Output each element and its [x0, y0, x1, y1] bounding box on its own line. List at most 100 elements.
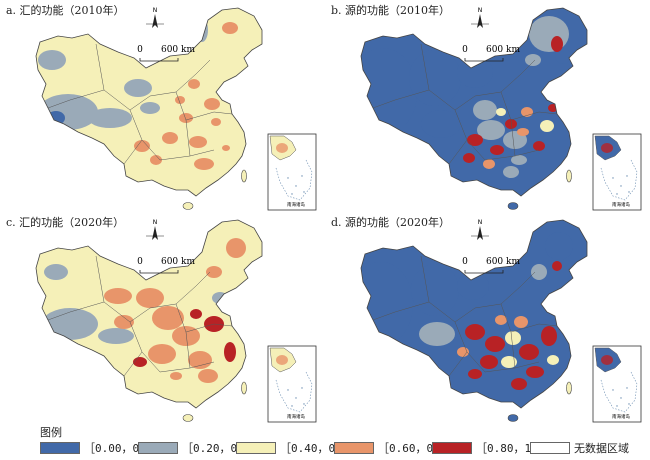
region-patch	[517, 128, 529, 136]
province-boundary	[47, 301, 105, 321]
region-patch	[503, 166, 519, 178]
region-patch	[541, 326, 557, 346]
taiwan-island	[241, 169, 247, 183]
region-patch	[198, 369, 218, 383]
province-boundary	[129, 303, 177, 323]
region-patch	[361, 262, 413, 346]
region-patch	[172, 326, 200, 346]
scale-zero: 0	[462, 45, 468, 55]
region-patch	[409, 50, 461, 106]
region-patch	[42, 308, 98, 340]
south-china-sea-inset: 南海诸岛	[592, 345, 642, 423]
region-patch	[526, 366, 544, 378]
region-patch	[421, 110, 461, 138]
region-patch	[211, 118, 221, 126]
hainan-island	[507, 414, 519, 422]
region-patch	[204, 98, 220, 110]
map-panel-a: N 0 600 km 南海诸岛 a. 汇的功能（2010年）	[0, 0, 320, 212]
region-patch	[419, 322, 455, 346]
province-boundary	[175, 59, 211, 93]
region-patch	[150, 155, 162, 165]
region-patch	[505, 331, 521, 345]
north-label: N	[478, 7, 483, 14]
province-boundary	[372, 301, 430, 321]
legend-swatch	[138, 442, 178, 454]
province-regions	[42, 238, 246, 383]
region-patch	[114, 315, 134, 329]
scale-label: 600 km	[161, 257, 195, 267]
region-patch	[124, 79, 152, 97]
north-arrow-icon: N	[146, 219, 164, 240]
region-patch	[552, 261, 562, 271]
legend-swatch	[236, 442, 276, 454]
region-patch	[152, 306, 184, 330]
region-patch	[467, 134, 483, 146]
province-boundary	[500, 271, 536, 305]
region-patch	[547, 355, 559, 365]
inset-label: 南海诸岛	[287, 201, 305, 208]
region-patch	[501, 356, 517, 368]
region-patch	[361, 48, 417, 136]
region-patch	[190, 309, 202, 319]
region-patch	[175, 96, 185, 104]
province-boundary	[510, 331, 516, 369]
north-arrow-icon: N	[471, 219, 489, 240]
china-map-d: N 0 600 km 南海诸岛	[360, 219, 642, 423]
scale-bar: 0 600 km	[462, 45, 520, 62]
scale-label: 600 km	[161, 45, 195, 55]
region-patch	[533, 141, 545, 151]
region-patch	[514, 316, 528, 328]
province-boundary	[175, 271, 211, 305]
region-patch	[224, 342, 236, 362]
province-boundary	[448, 351, 468, 377]
scale-zero: 0	[462, 257, 468, 267]
map-panel-d: N 0 600 km 南海诸岛 d. 源的功能（2020年）	[325, 212, 645, 424]
scale-bar: 0 600 km	[137, 257, 195, 274]
province-boundary	[500, 59, 536, 93]
province-boundary	[129, 91, 177, 111]
inset-label: 南海诸岛	[287, 413, 305, 420]
legend-swatch	[40, 442, 80, 454]
map-panel-b: N 0 600 km 南海诸岛 b. 源的功能（2010年）	[325, 0, 645, 212]
taiwan-island	[566, 381, 572, 395]
hainan-island	[182, 414, 194, 422]
province-boundary	[213, 323, 233, 327]
region-patch	[170, 372, 182, 380]
region-patch	[226, 238, 246, 258]
province-boundary	[213, 111, 233, 115]
region-patch	[525, 54, 541, 66]
country-outline	[35, 219, 263, 409]
region-patch	[44, 264, 68, 280]
region-patch	[480, 355, 498, 369]
region-patch	[104, 288, 132, 304]
region-patch	[495, 315, 507, 325]
region-patch	[468, 369, 482, 379]
region-patch	[505, 119, 517, 129]
province-boundary	[372, 89, 430, 109]
north-arrow-icon: N	[146, 7, 164, 28]
panel-title: d. 源的功能（2020年）	[331, 216, 451, 229]
north-label: N	[153, 219, 158, 226]
legend-label: 无数据区域	[574, 442, 629, 455]
china-map-c: N 0 600 km 南海诸岛	[35, 219, 317, 423]
region-patch	[212, 292, 228, 304]
region-patch	[546, 303, 556, 313]
panel-title: b. 源的功能（2010年）	[331, 4, 451, 17]
scale-bar: 0 600 km	[137, 45, 195, 62]
region-patch	[473, 100, 497, 120]
scale-zero: 0	[137, 45, 143, 55]
province-boundary	[538, 323, 558, 327]
south-china-sea-inset: 南海诸岛	[267, 345, 317, 423]
province-boundary	[123, 351, 143, 377]
scale-bar: 0 600 km	[462, 257, 520, 274]
legend-swatch	[334, 442, 374, 454]
region-patch	[511, 155, 527, 165]
region-patch	[134, 140, 150, 152]
region-patch	[196, 18, 208, 42]
province-regions	[361, 16, 571, 178]
region-patch	[511, 378, 527, 390]
region-patch	[162, 132, 178, 144]
taiwan-island	[566, 169, 572, 183]
legend-swatch	[432, 442, 472, 454]
region-patch	[206, 266, 222, 278]
